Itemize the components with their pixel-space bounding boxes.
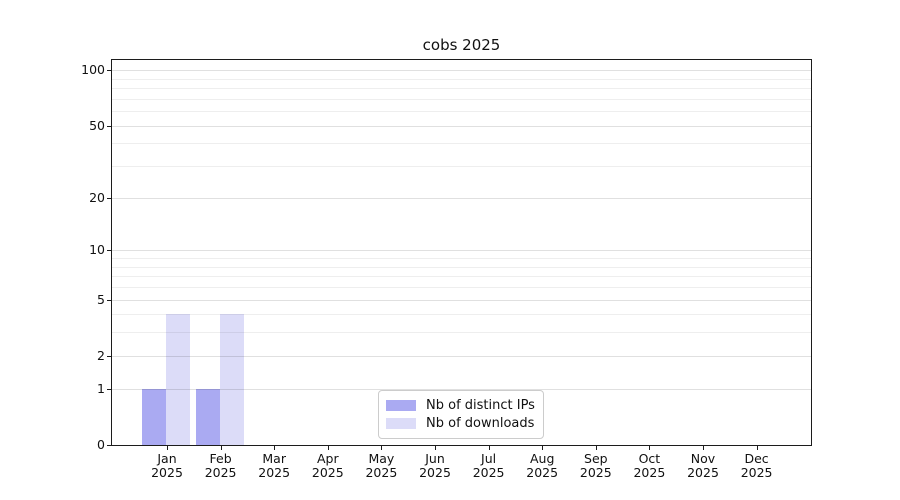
gridline-60 bbox=[112, 111, 811, 113]
bar-downloads-feb bbox=[219, 314, 244, 445]
legend-swatch-distinct-ips bbox=[386, 399, 416, 411]
y-tick-label-10: 10 bbox=[89, 242, 105, 258]
gridline-5 bbox=[112, 299, 811, 301]
x-tick-mark-jan bbox=[167, 446, 168, 450]
gridline-30 bbox=[112, 166, 811, 168]
x-tick-label-feb: Feb 2025 bbox=[204, 451, 237, 480]
gridline-2 bbox=[112, 355, 811, 357]
x-tick-label-nov: Nov 2025 bbox=[687, 451, 719, 480]
gridline-80 bbox=[112, 88, 811, 90]
y-tick-label-0: 0 bbox=[97, 437, 105, 452]
gridline-70 bbox=[112, 98, 811, 100]
gridline-50 bbox=[112, 125, 811, 127]
bar-downloads-jan bbox=[166, 314, 190, 445]
y-tick-label-1: 1 bbox=[97, 380, 105, 396]
bar-distinct-ips-feb bbox=[195, 388, 220, 445]
x-tick-label-jul: Jul 2025 bbox=[472, 451, 505, 480]
y-tick-label-100: 100 bbox=[81, 62, 105, 78]
gridline-100 bbox=[112, 70, 811, 72]
y-tick-mark-5 bbox=[107, 299, 111, 301]
x-tick-label-jun: Jun 2025 bbox=[419, 451, 451, 480]
legend: Nb of distinct IPs Nb of downloads bbox=[378, 390, 544, 439]
x-tick-label-oct: Oct 2025 bbox=[633, 451, 666, 480]
x-tick-label-dec: Dec 2025 bbox=[740, 451, 773, 480]
y-tick-label-5: 5 bbox=[97, 291, 105, 307]
y-tick-mark-0 bbox=[107, 445, 111, 446]
gridline-7 bbox=[112, 276, 811, 278]
gridline-9 bbox=[112, 258, 811, 259]
x-tick-mark-oct bbox=[649, 446, 651, 450]
gridline-20 bbox=[112, 197, 811, 199]
x-tick-label-jan: Jan 2025 bbox=[151, 451, 183, 480]
x-tick-label-aug: Aug 2025 bbox=[526, 451, 559, 480]
gridline-3 bbox=[112, 332, 811, 334]
x-tick-mark-dec bbox=[756, 446, 758, 450]
x-tick-mark-jul bbox=[488, 446, 490, 450]
x-tick-mark-mar bbox=[274, 446, 276, 450]
gridline-90 bbox=[112, 78, 811, 80]
y-tick-label-20: 20 bbox=[89, 189, 105, 205]
bar-distinct-ips-jan bbox=[142, 388, 166, 445]
x-tick-label-sep: Sep 2025 bbox=[579, 451, 612, 480]
x-tick-mark-nov bbox=[703, 446, 704, 450]
x-tick-mark-sep bbox=[595, 446, 597, 450]
legend-swatch-downloads bbox=[386, 418, 416, 430]
gridline-4 bbox=[112, 314, 811, 316]
x-tick-mark-feb bbox=[220, 446, 222, 450]
y-tick-mark-100 bbox=[107, 70, 111, 72]
y-tick-mark-10 bbox=[107, 250, 111, 252]
gridline-6 bbox=[112, 287, 811, 288]
plot-area: Nb of distinct IPs Nb of downloads bbox=[111, 59, 812, 446]
x-tick-mark-may bbox=[381, 446, 383, 450]
x-tick-mark-aug bbox=[542, 446, 544, 450]
gridline-10 bbox=[112, 250, 811, 252]
y-tick-mark-50 bbox=[107, 125, 111, 127]
y-tick-mark-20 bbox=[107, 197, 111, 199]
legend-label-distinct-ips: Nb of distinct IPs bbox=[426, 397, 535, 413]
legend-item-downloads: Nb of downloads bbox=[386, 416, 535, 431]
x-tick-label-may: May 2025 bbox=[365, 451, 398, 480]
y-tick-label-50: 50 bbox=[89, 117, 105, 133]
x-tick-mark-apr bbox=[327, 446, 329, 450]
chart-title: cobs 2025 bbox=[422, 36, 501, 54]
x-tick-label-mar: Mar 2025 bbox=[258, 451, 291, 480]
legend-item-distinct-ips: Nb of distinct IPs bbox=[386, 398, 535, 413]
y-tick-mark-1 bbox=[107, 388, 111, 390]
legend-label-downloads: Nb of downloads bbox=[426, 416, 535, 432]
gridline-8 bbox=[112, 266, 811, 268]
y-tick-label-2: 2 bbox=[97, 347, 105, 363]
y-tick-mark-2 bbox=[107, 355, 111, 357]
gridline-40 bbox=[112, 143, 811, 145]
x-tick-label-apr: Apr 2025 bbox=[311, 451, 344, 480]
gridline-1 bbox=[112, 388, 811, 390]
x-tick-mark-jun bbox=[435, 446, 436, 450]
